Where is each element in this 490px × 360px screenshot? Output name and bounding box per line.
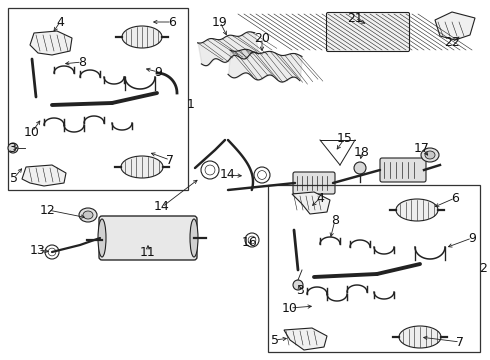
Text: 15: 15: [337, 131, 353, 144]
Text: 10: 10: [282, 302, 298, 315]
Text: 4: 4: [316, 192, 324, 204]
Text: 3: 3: [8, 141, 16, 154]
Text: 9: 9: [154, 66, 162, 78]
Ellipse shape: [399, 326, 441, 348]
Text: 16: 16: [242, 235, 258, 248]
Text: 6: 6: [168, 15, 176, 28]
Bar: [268, 185, 480, 352]
Text: 20: 20: [254, 31, 270, 45]
Text: 11: 11: [140, 246, 156, 258]
Ellipse shape: [83, 211, 93, 219]
Text: 17: 17: [414, 141, 430, 154]
Text: 3: 3: [296, 284, 304, 297]
Text: 7: 7: [456, 336, 464, 348]
Text: 21: 21: [347, 12, 363, 24]
Ellipse shape: [396, 199, 438, 221]
Text: 18: 18: [354, 145, 370, 158]
Ellipse shape: [121, 156, 163, 178]
Text: 4: 4: [56, 15, 64, 28]
Ellipse shape: [425, 151, 435, 159]
Text: 6: 6: [451, 192, 459, 204]
Text: 10: 10: [24, 126, 40, 139]
Text: 14: 14: [154, 201, 170, 213]
Text: 7: 7: [166, 153, 174, 166]
FancyBboxPatch shape: [326, 13, 410, 51]
Text: 22: 22: [444, 36, 460, 49]
Ellipse shape: [421, 148, 439, 162]
Ellipse shape: [98, 219, 106, 257]
Polygon shape: [30, 31, 72, 55]
Text: 9: 9: [468, 231, 476, 244]
Ellipse shape: [79, 208, 97, 222]
Ellipse shape: [122, 26, 162, 48]
FancyBboxPatch shape: [99, 216, 197, 260]
Ellipse shape: [190, 219, 198, 257]
Text: 8: 8: [78, 55, 86, 68]
Polygon shape: [435, 12, 475, 40]
FancyBboxPatch shape: [380, 158, 426, 182]
Text: 1: 1: [187, 99, 195, 112]
Text: 19: 19: [212, 15, 228, 28]
Bar: [8, 8, 188, 190]
Text: 12: 12: [40, 203, 56, 216]
Text: 13: 13: [30, 243, 46, 256]
Polygon shape: [284, 328, 327, 350]
Circle shape: [293, 280, 303, 290]
Text: 5: 5: [271, 333, 279, 346]
Polygon shape: [22, 165, 66, 186]
FancyBboxPatch shape: [293, 172, 335, 194]
Circle shape: [8, 143, 18, 153]
Polygon shape: [292, 192, 330, 214]
Text: 8: 8: [331, 213, 339, 226]
Text: 5: 5: [10, 171, 18, 184]
Text: 2: 2: [479, 261, 487, 274]
Circle shape: [354, 162, 366, 174]
Text: 14: 14: [220, 168, 236, 181]
